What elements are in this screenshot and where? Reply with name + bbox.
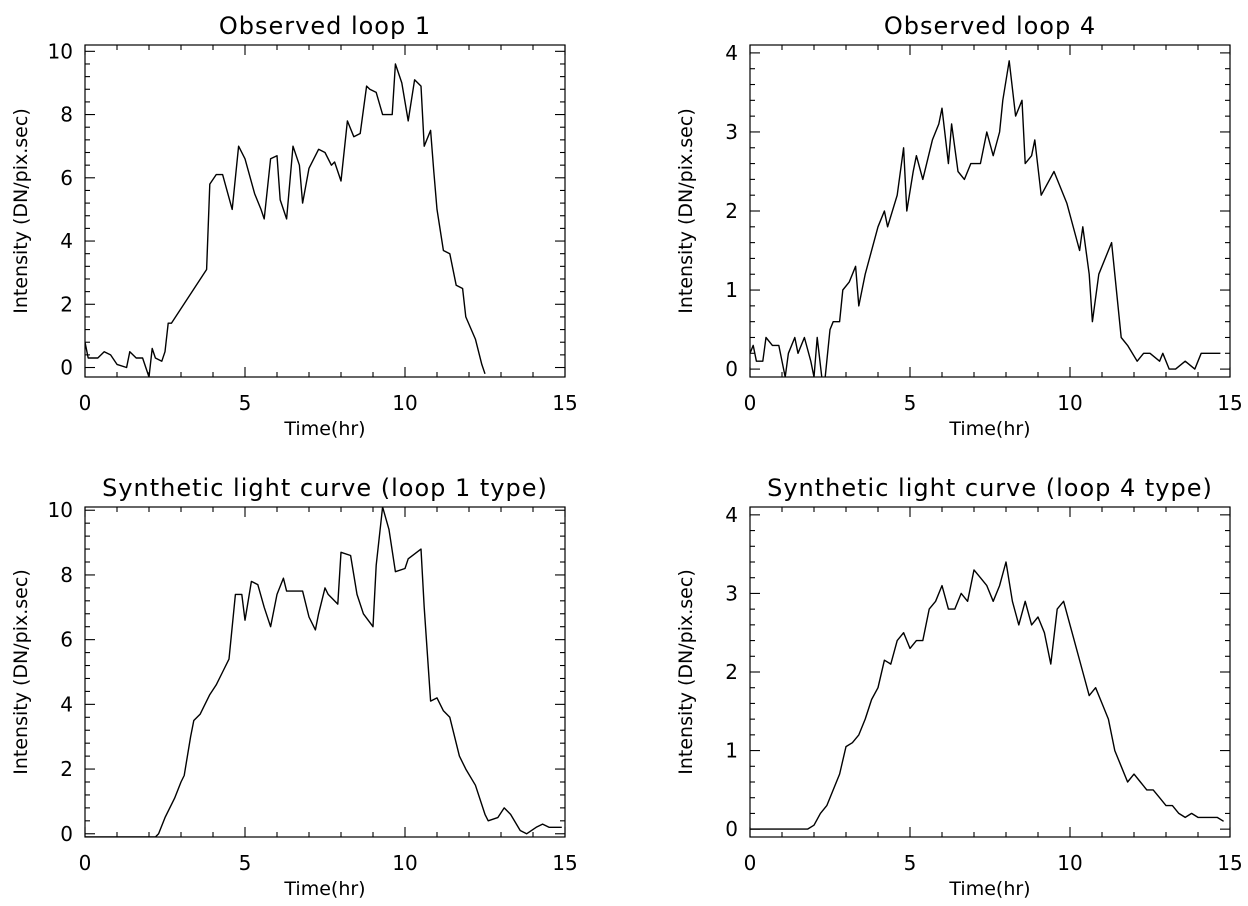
x-tick-label: 0: [79, 851, 92, 875]
chart-title: Synthetic light curve (loop 1 type): [102, 474, 548, 502]
chart-panel-1: Observed loop 1 0 5 10 15 0 2 4 6 8 10 Time(hr) Inte…: [10, 12, 578, 440]
y-tick-label: 2: [60, 757, 73, 781]
y-tick-label: 0: [60, 356, 73, 380]
y-tick-label: 4: [725, 503, 738, 527]
plot-frame: [84, 506, 566, 838]
plot-frame: [749, 44, 1231, 378]
y-tick-label: 6: [60, 628, 73, 652]
series-line: [85, 507, 562, 837]
x-tick-label: 15: [1217, 391, 1242, 415]
plot-frame: [749, 506, 1231, 838]
y-tick-label: 2: [60, 292, 73, 316]
y-tick-label: 10: [48, 39, 73, 63]
y-tick-label: 4: [725, 41, 738, 65]
x-tick-label: 15: [552, 391, 577, 415]
y-tick-label: 0: [725, 817, 738, 841]
x-tick-label: 10: [1057, 851, 1082, 875]
x-axis-label: Time(hr): [283, 418, 365, 440]
x-tick-label: 5: [239, 391, 252, 415]
x-tick-label: 0: [79, 391, 92, 415]
x-tick-label: 0: [744, 391, 757, 415]
x-tick-label: 15: [552, 851, 577, 875]
plot-frame: [84, 44, 566, 378]
y-axis-label: Intensity (DN/pix.sec): [675, 108, 697, 313]
y-tick-label: 1: [725, 278, 738, 302]
y-axis-label: Intensity (DN/pix.sec): [10, 108, 32, 313]
chart-panel-4: Synthetic light curve (loop 4 type)0 5 10 1…: [675, 474, 1243, 900]
y-tick-label: 1: [725, 739, 738, 763]
y-tick-label: 6: [60, 166, 73, 190]
x-tick-label: 5: [904, 851, 917, 875]
x-tick-label: 5: [904, 391, 917, 415]
y-tick-label: 0: [725, 357, 738, 381]
x-tick-label: 10: [392, 391, 417, 415]
x-tick-label: 10: [392, 851, 417, 875]
x-axis-label: Time(hr): [283, 878, 365, 900]
chart-title: Observed loop 1: [219, 12, 431, 40]
x-tick-label: 0: [744, 851, 757, 875]
y-tick-label: 2: [725, 660, 738, 684]
x-tick-label: 10: [1057, 391, 1082, 415]
series-line: [85, 63, 486, 377]
x-tick-label: 15: [1217, 851, 1242, 875]
y-tick-label: 8: [60, 563, 73, 587]
chart-panel-2: Observed loop 4 0 5 10 15 0 1 2 3 4 Time(hr) Intens…: [675, 12, 1243, 440]
y-axis-label: Intensity (DN/pix.sec): [10, 569, 32, 774]
chart-title: Observed loop 4: [884, 12, 1096, 40]
y-tick-label: 2: [725, 199, 738, 223]
y-tick-label: 4: [60, 229, 73, 253]
y-axis-label: Intensity (DN/pix.sec): [675, 569, 697, 774]
y-tick-label: 3: [725, 120, 738, 144]
y-tick-label: 0: [60, 822, 73, 846]
chart-panel-3: Synthetic light curve (loop 1 type) 0 5 10 1…: [10, 474, 578, 900]
y-tick-label: 3: [725, 581, 738, 605]
x-tick-label: 5: [239, 851, 252, 875]
series-line: [750, 60, 1221, 377]
x-axis-label: Time(hr): [948, 418, 1030, 440]
y-tick-label: 10: [48, 498, 73, 522]
series-line: [750, 561, 1224, 830]
x-axis-label: Time(hr): [948, 878, 1030, 900]
y-tick-label: 8: [60, 103, 73, 127]
y-tick-label: 4: [60, 692, 73, 716]
chart-title: Synthetic light curve (loop 4 type): [767, 474, 1213, 502]
